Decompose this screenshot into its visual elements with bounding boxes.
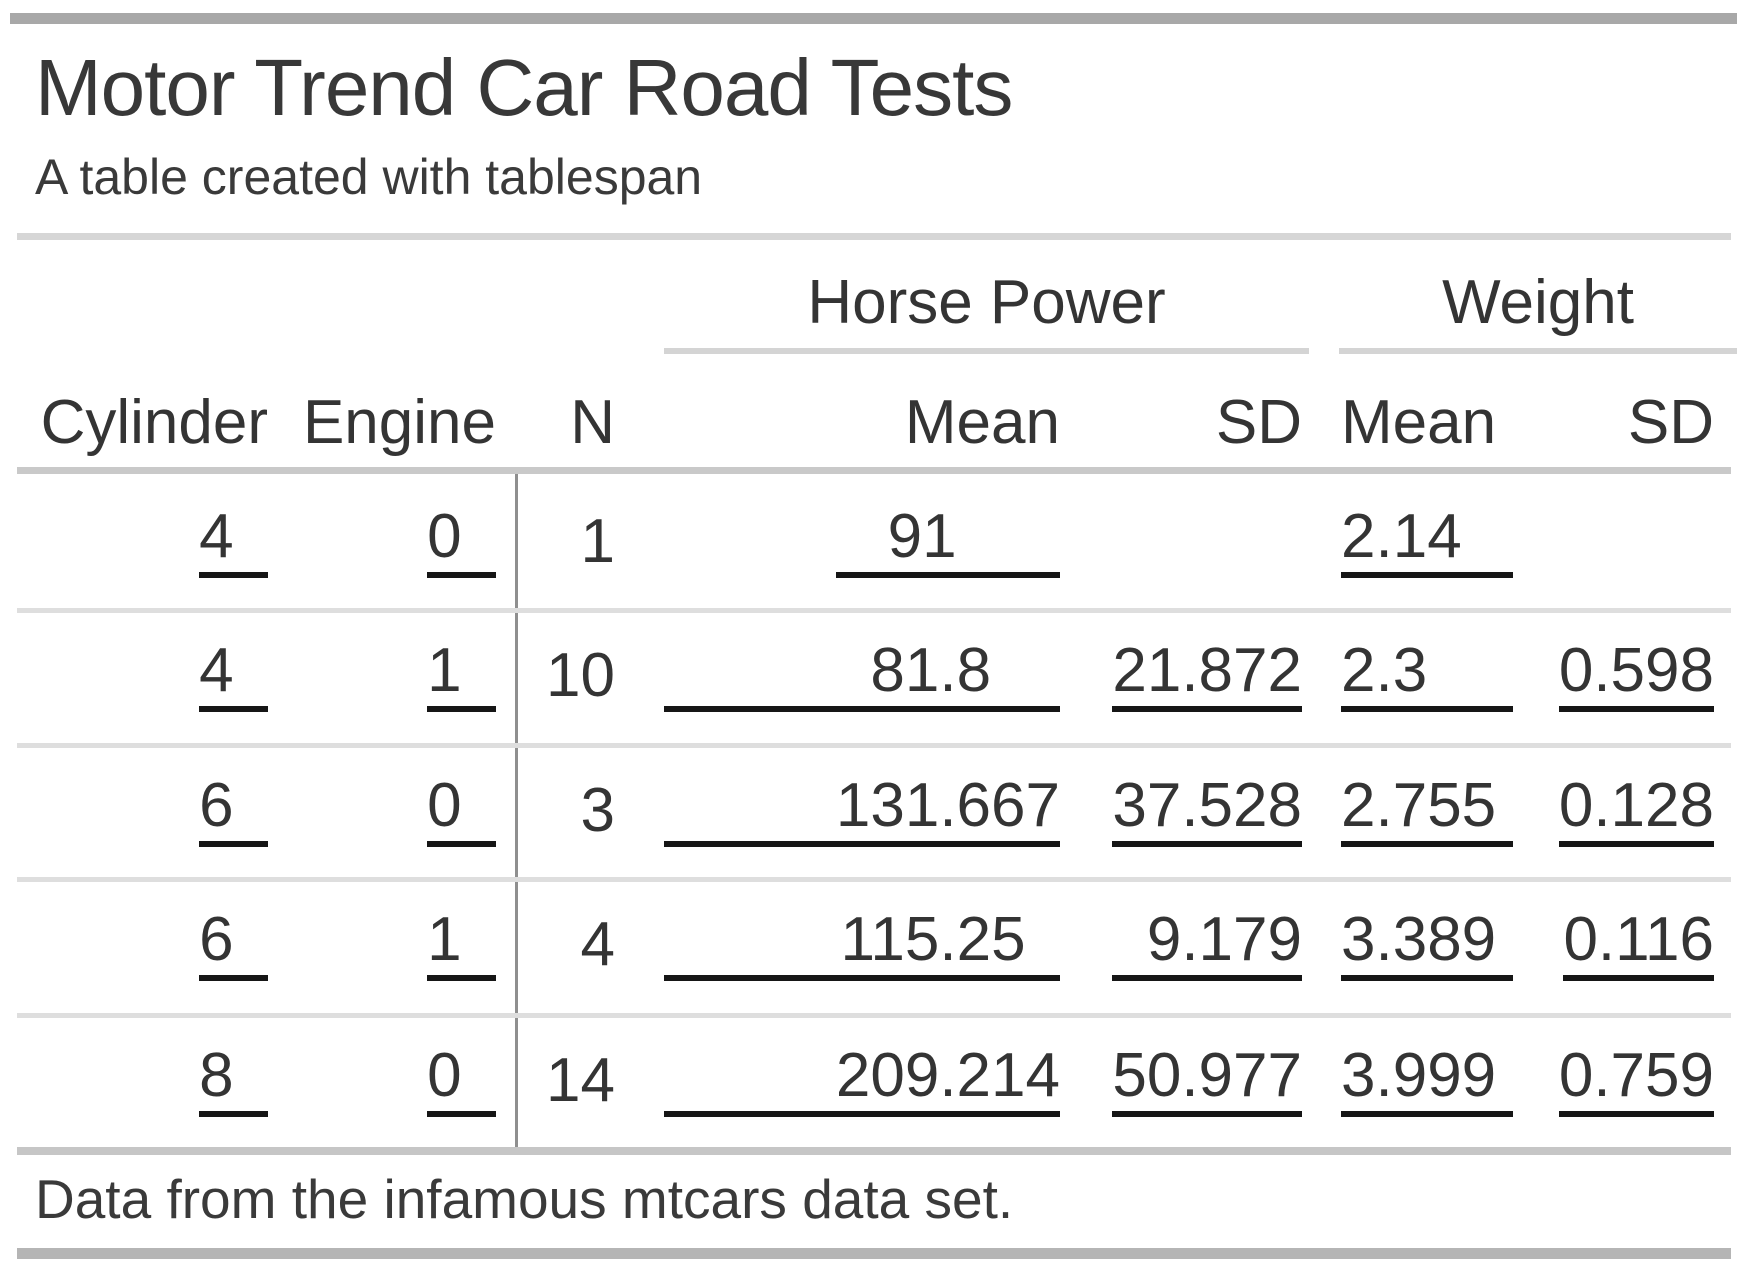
column-header-hp-mean: Mean bbox=[904, 388, 1060, 457]
table-row: 6 0 3 131.667 37.528 2.755 0.128 bbox=[17, 743, 1731, 878]
cell-n: 10 bbox=[546, 640, 615, 710]
cell-n: 14 bbox=[546, 1045, 615, 1115]
divider-under-subtitle bbox=[17, 233, 1731, 240]
cell-weight-mean: 2.755 bbox=[1341, 743, 1541, 878]
column-header-weight-sd: SD bbox=[1627, 388, 1714, 457]
cell-hp-sd: 37.528 bbox=[1100, 743, 1302, 878]
cell-weight-mean: 3.999 bbox=[1341, 1013, 1541, 1148]
cell-weight-sd: 0.128 bbox=[1545, 743, 1714, 878]
cell-hp-sd: 9.179 bbox=[1100, 877, 1302, 1012]
cell-hp-mean: 81.8 bbox=[664, 608, 1060, 743]
cell-weight-sd: 0.759 bbox=[1545, 1013, 1714, 1148]
cell-weight-mean: 2.3 bbox=[1341, 608, 1541, 743]
spanner-underline-horse-power bbox=[664, 348, 1309, 354]
cell-n: 3 bbox=[580, 775, 615, 845]
table-row: 4 1 10 81.8 21.872 2.3 0.598 bbox=[17, 608, 1731, 743]
divider-above-footer bbox=[17, 1147, 1731, 1155]
cell-n: 4 bbox=[580, 909, 615, 979]
column-header-weight-mean: Mean bbox=[1341, 388, 1497, 457]
footer-note: Data from the infamous mtcars data set. bbox=[35, 1168, 1014, 1230]
column-header-n: N bbox=[570, 388, 615, 457]
cell-weight-mean: 3.389 bbox=[1341, 877, 1541, 1012]
page-subtitle: A table created with tablespan bbox=[35, 149, 703, 205]
row-separator bbox=[17, 1013, 1731, 1018]
cell-engine: 1 bbox=[300, 877, 496, 1012]
cell-n: 1 bbox=[580, 506, 615, 576]
cell-cylinder: 6 bbox=[30, 877, 268, 1012]
cell-hp-sd: 21.872 bbox=[1100, 608, 1302, 743]
row-separator bbox=[17, 608, 1731, 613]
cell-hp-mean: 91 bbox=[664, 474, 1060, 609]
cell-engine: 1 bbox=[300, 608, 496, 743]
table-row: 4 0 1 91 2.14 bbox=[17, 474, 1731, 609]
cell-engine: 0 bbox=[300, 1013, 496, 1148]
spanner-horse-power: Horse Power bbox=[807, 268, 1166, 337]
cell-engine: 0 bbox=[300, 474, 496, 609]
cell-weight-sd: 0.598 bbox=[1545, 608, 1714, 743]
cell-hp-sd: 50.977 bbox=[1100, 1013, 1302, 1148]
cell-cylinder: 4 bbox=[30, 608, 268, 743]
cell-hp-mean: 209.214 bbox=[664, 1013, 1060, 1148]
stub-vertical-divider bbox=[515, 474, 518, 1147]
cell-cylinder: 6 bbox=[30, 743, 268, 878]
divider-under-header bbox=[17, 467, 1731, 474]
top-border-bar bbox=[10, 13, 1737, 24]
cell-weight-sd bbox=[1545, 474, 1714, 609]
row-separator bbox=[17, 877, 1731, 882]
cell-cylinder: 8 bbox=[30, 1013, 268, 1148]
column-header-cylinder: Cylinder bbox=[40, 388, 268, 457]
cell-hp-mean: 115.25 bbox=[664, 877, 1060, 1012]
cell-engine: 0 bbox=[300, 743, 496, 878]
cell-hp-sd bbox=[1100, 474, 1302, 609]
cell-hp-mean: 131.667 bbox=[664, 743, 1060, 878]
cell-cylinder: 4 bbox=[30, 474, 268, 609]
column-header-engine: Engine bbox=[302, 388, 496, 457]
page-title: Motor Trend Car Road Tests bbox=[35, 43, 1013, 132]
cell-weight-sd: 0.116 bbox=[1545, 877, 1714, 1012]
spanner-weight: Weight bbox=[1442, 268, 1634, 337]
spanner-underline-weight bbox=[1339, 348, 1737, 354]
table-row: 8 0 14 209.214 50.977 3.999 0.759 bbox=[17, 1013, 1731, 1148]
column-header-hp-sd: SD bbox=[1215, 388, 1302, 457]
cell-weight-mean: 2.14 bbox=[1341, 474, 1541, 609]
bottom-border-bar bbox=[17, 1248, 1731, 1259]
row-separator bbox=[17, 743, 1731, 748]
table-row: 6 1 4 115.25 9.179 3.389 0.116 bbox=[17, 877, 1731, 1012]
